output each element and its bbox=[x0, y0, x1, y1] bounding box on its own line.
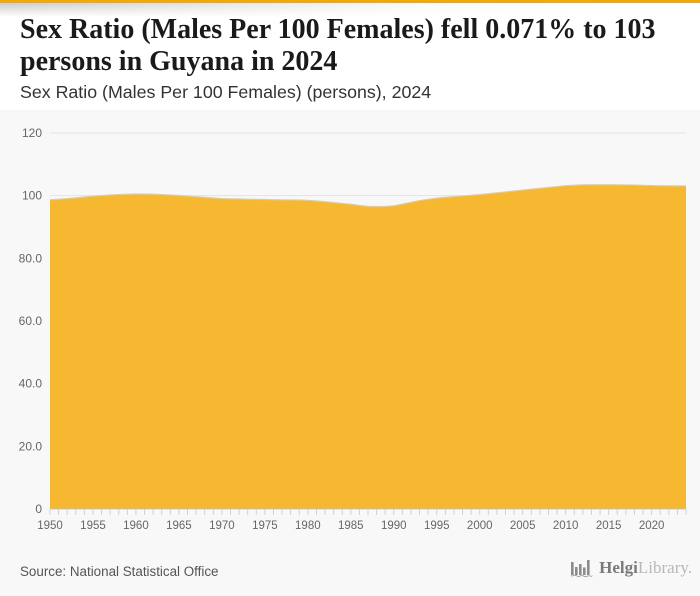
svg-text:20.0: 20.0 bbox=[19, 439, 43, 453]
svg-text:80.0: 80.0 bbox=[19, 251, 43, 265]
svg-text:1990: 1990 bbox=[381, 520, 407, 532]
svg-text:2000: 2000 bbox=[467, 520, 493, 532]
svg-text:100: 100 bbox=[22, 189, 42, 203]
svg-text:1995: 1995 bbox=[424, 520, 450, 532]
svg-text:1950: 1950 bbox=[37, 520, 63, 532]
svg-text:2010: 2010 bbox=[553, 520, 579, 532]
svg-text:1955: 1955 bbox=[80, 520, 106, 532]
svg-text:1960: 1960 bbox=[123, 520, 149, 532]
svg-text:2005: 2005 bbox=[510, 520, 536, 532]
svg-text:1985: 1985 bbox=[338, 520, 364, 532]
svg-text:1965: 1965 bbox=[166, 520, 192, 532]
svg-text:1980: 1980 bbox=[295, 520, 321, 532]
svg-text:1975: 1975 bbox=[252, 520, 278, 532]
svg-text:0: 0 bbox=[35, 502, 42, 516]
svg-text:2020: 2020 bbox=[639, 520, 665, 532]
svg-text:2015: 2015 bbox=[596, 520, 622, 532]
svg-text:60.0: 60.0 bbox=[19, 314, 43, 328]
svg-text:1970: 1970 bbox=[209, 520, 235, 532]
svg-text:120: 120 bbox=[22, 126, 42, 140]
svg-text:40.0: 40.0 bbox=[19, 377, 43, 391]
